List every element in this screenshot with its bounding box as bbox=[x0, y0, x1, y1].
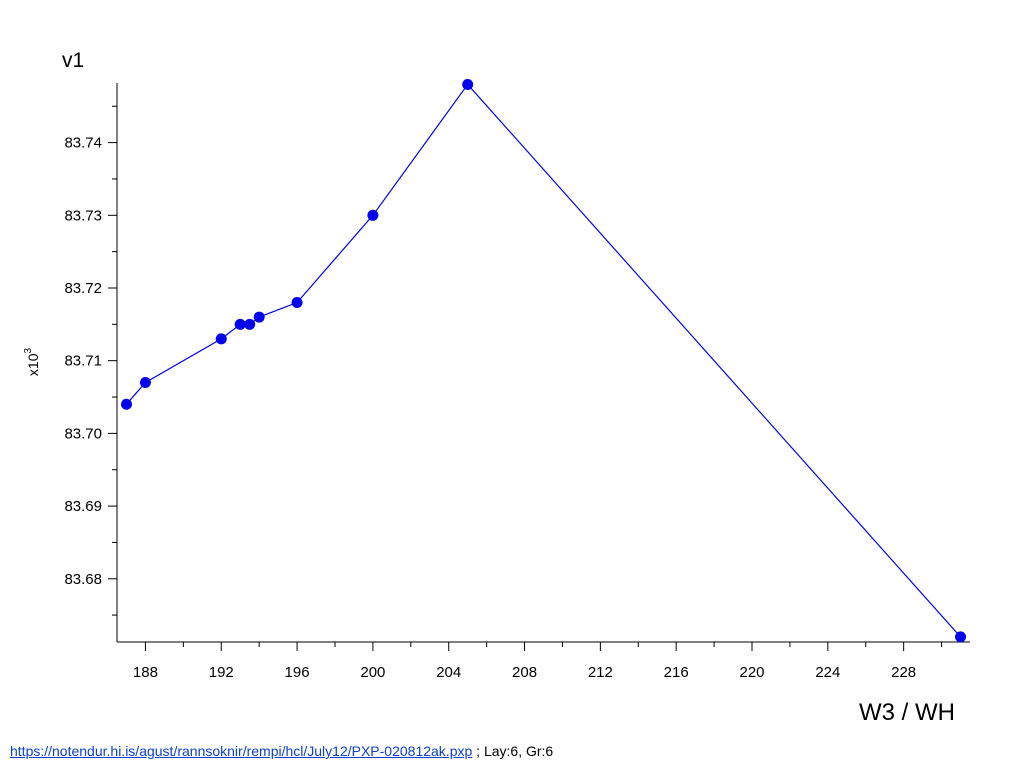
y-tick-label: 83.74 bbox=[64, 135, 102, 152]
x-tick-label: 212 bbox=[588, 664, 613, 681]
data-point bbox=[253, 311, 265, 323]
footer-suffix: ; Lay:6, Gr:6 bbox=[472, 743, 554, 759]
x-tick-label: 204 bbox=[436, 664, 461, 681]
y-tick-label: 83.70 bbox=[64, 425, 102, 442]
x-tick-label: 220 bbox=[739, 664, 764, 681]
y-tick-label: 83.68 bbox=[64, 571, 102, 588]
data-point bbox=[234, 318, 246, 330]
data-point bbox=[215, 333, 227, 345]
y-tick-label: 83.69 bbox=[64, 498, 102, 515]
source-link[interactable]: https://notendur.hi.is/agust/rannsoknir/… bbox=[10, 743, 473, 759]
data-point bbox=[367, 209, 379, 221]
x-tick-label: 216 bbox=[664, 664, 689, 681]
y-multiplier-base: x10 bbox=[25, 353, 41, 376]
data-point bbox=[291, 297, 303, 309]
footer: https://notendur.hi.is/agust/rannsoknir/… bbox=[10, 743, 553, 759]
y-tick-label: 83.73 bbox=[64, 207, 102, 224]
data-point bbox=[955, 631, 967, 643]
data-point bbox=[244, 318, 256, 330]
chart-title: v1 bbox=[62, 49, 84, 72]
y-multiplier: x103 bbox=[23, 347, 41, 376]
x-tick-label: 196 bbox=[285, 664, 310, 681]
chart: 188 192 196 200 204 208 212 216 220 224 228 83.68 83… bbox=[23, 49, 970, 726]
x-tick-label: 192 bbox=[209, 664, 234, 681]
y-multiplier-label: x103 bbox=[23, 347, 41, 376]
data-point bbox=[139, 376, 151, 388]
data-point bbox=[462, 78, 474, 90]
x-tick-label: 188 bbox=[133, 664, 158, 681]
data-point bbox=[120, 398, 132, 410]
x-tick-label: 228 bbox=[891, 664, 916, 681]
series-line bbox=[126, 83, 961, 638]
x-tick-label: 224 bbox=[815, 664, 840, 681]
x-tick-label: 200 bbox=[360, 664, 385, 681]
y-tick-label: 83.71 bbox=[64, 353, 102, 370]
x-tick-label: 208 bbox=[512, 664, 537, 681]
y-tick-label: 83.72 bbox=[64, 280, 102, 297]
y-multiplier-exponent: 3 bbox=[23, 347, 34, 353]
x-axis-label: W3 / WH bbox=[859, 699, 955, 726]
